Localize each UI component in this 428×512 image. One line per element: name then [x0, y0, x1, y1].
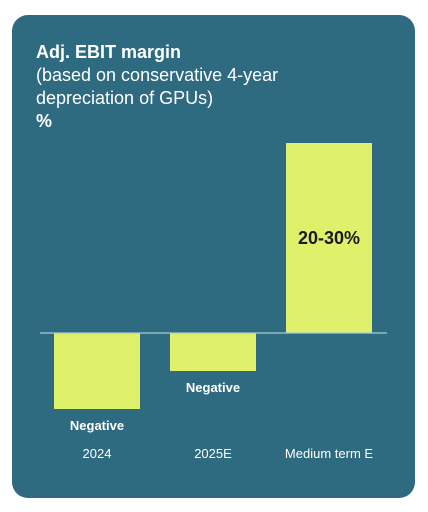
bar-2 [170, 333, 256, 371]
chart-header: Adj. EBIT margin (based on conservative … [36, 41, 278, 133]
bar-1 [54, 333, 140, 409]
chart-title: Adj. EBIT margin [36, 42, 182, 62]
chart-subtitle-line1: (based on conservative 4-year [36, 65, 279, 85]
category-label-2: 2025E [194, 446, 232, 461]
chart-unit: % [36, 111, 53, 131]
bar-value-label-1: Negative [70, 418, 124, 433]
category-label-3: Medium term E [285, 446, 373, 461]
bar-3 [286, 143, 372, 333]
category-label-1: 2024 [83, 446, 112, 461]
chart-subtitle-line2: depreciation of GPUs) [36, 88, 214, 108]
bar-value-label-2: Negative [186, 380, 240, 395]
bar-value-label-3: 20-30% [298, 228, 360, 248]
